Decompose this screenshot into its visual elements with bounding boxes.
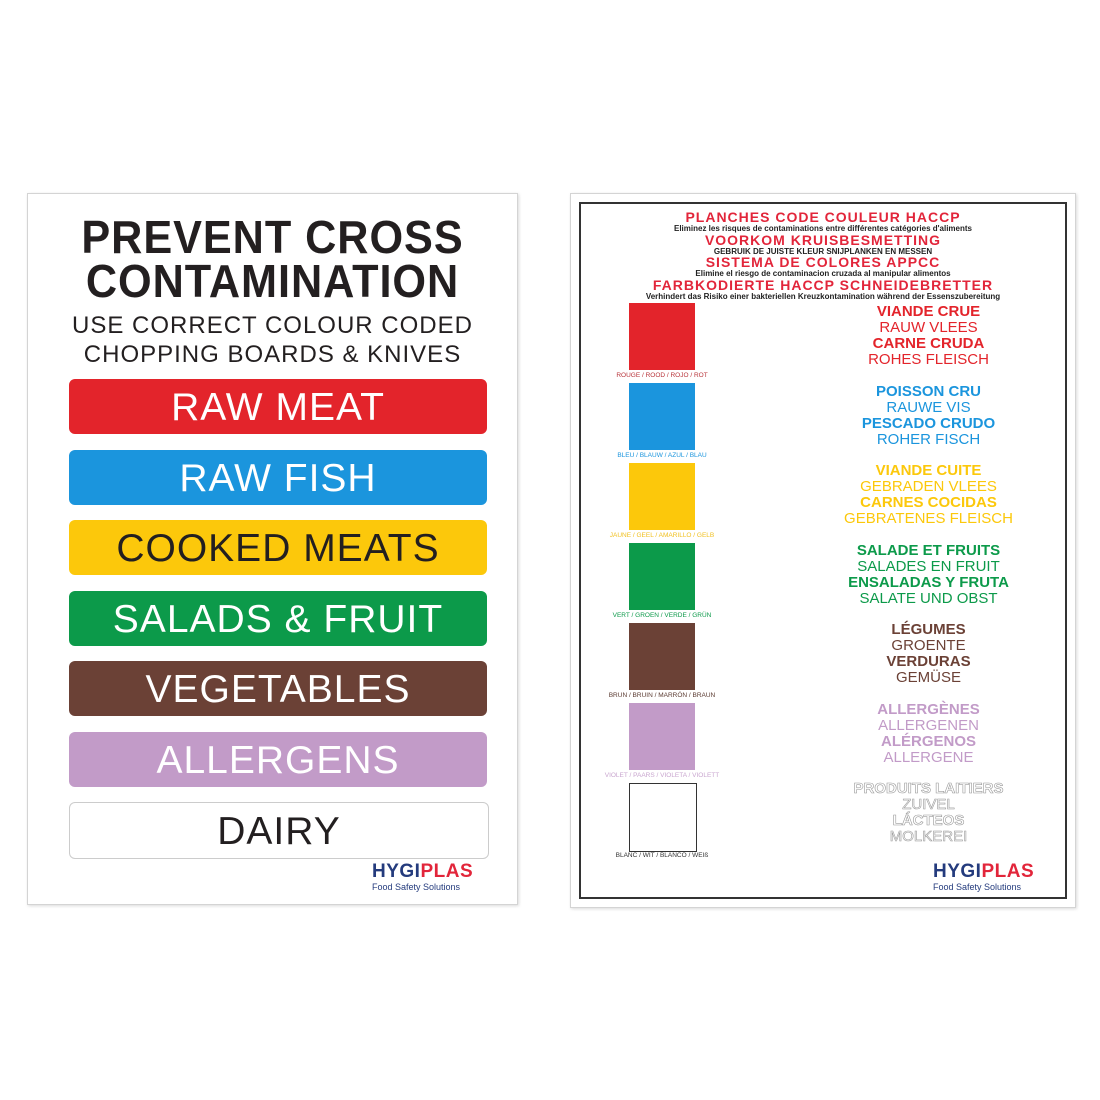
multilingual-poster: PLANCHES CODE COULEUR HACCP Eliminez les …: [570, 193, 1076, 908]
swatch-label-4: BRUN / BRUIN / MARRÓN / BRAUN: [608, 692, 716, 699]
category-name: PESCADO CRUDO: [861, 414, 996, 432]
header-title-3: FARBKODIERTE HACCP SCHNEIDEBRETTER: [652, 276, 994, 293]
colour-swatch-6: [629, 783, 697, 852]
header-title-0: PLANCHES CODE COULEUR HACCP: [685, 209, 961, 225]
colour-swatch-2: [629, 463, 695, 530]
category-group-5: ALLERGÈNES ALLERGENEN ALÉRGENOS ALLERGENE: [796, 700, 1061, 766]
category-name: RAUWE VIS: [886, 398, 971, 416]
poster-frame: [579, 202, 1067, 899]
hygiplas-logo: HYGIPLAS Food Safety Solutions: [372, 861, 474, 893]
swatch-label-0: ROUGE / ROOD / ROJO / ROT: [616, 372, 708, 379]
header-subtitle-1: GEBRUIK DE JUISTE KLEUR SNIJPLANKEN EN M…: [713, 246, 933, 256]
poster-subtitle-line-1: USE CORRECT COLOUR CODED: [72, 312, 473, 339]
swatch-label-6: BLANC / WIT / BLANCO / WEIß: [615, 852, 709, 859]
header-subtitle-2: Elimine el riesgo de contaminacion cruza…: [695, 269, 951, 278]
colour-bar-0: RAW MEAT: [69, 379, 487, 434]
category-name: ZUIVEL: [902, 796, 955, 813]
category-name: ALLERGÈNES: [877, 700, 980, 718]
category-name: VERDURAS: [886, 653, 971, 670]
category-name: ROHER FISCH: [876, 430, 981, 448]
colour-bar-4: VEGETABLES: [69, 661, 487, 716]
colour-swatch-5: [629, 703, 695, 770]
category-name: ENSALADAS Y FRUTA: [848, 573, 1009, 591]
category-name: VIANDE CUITE: [875, 462, 982, 479]
colour-bar-6: DAIRY: [69, 802, 489, 859]
category-group-6: PRODUITS LAITIERS ZUIVEL LÁCTEOS MOLKEREI: [796, 780, 1061, 845]
swatch-label-5: VIOLET / PAARS / VIOLETA / VIOLETT: [604, 772, 720, 779]
header-title-2: SISTEMA DE COLORES APPCC: [705, 254, 941, 270]
category-name: ALLERGENE: [883, 748, 974, 766]
category-name: SALATE UND OBST: [859, 589, 998, 607]
colour-bar-1: RAW FISH: [69, 449, 487, 505]
category-name: POISSON CRU: [875, 382, 981, 400]
category-group-3: SALADE ET FRUITS SALADES EN FRUIT ENSALADA…: [796, 541, 1061, 607]
category-name: SALADES EN FRUIT: [857, 557, 1000, 575]
category-name: LÉGUMES: [891, 621, 966, 638]
category-name: GEMÜSE: [895, 669, 961, 686]
header-subtitle-3: Verhindert das Risiko einer bakteriellen…: [645, 291, 1001, 301]
header-subtitle-0: Eliminez les risques de contaminations e…: [674, 224, 972, 233]
category-group-0: VIANDE CRUE RAUW VLEES CARNE CRUDA ROHES FL…: [796, 304, 1061, 368]
swatch-label-3: VERT / GROEN / VERDE / GRÜN: [612, 612, 712, 619]
colour-swatch-3: [629, 543, 695, 610]
category-name: PRODUITS LAITIERS: [853, 780, 1004, 797]
english-poster: PREVENT CROSS CONTAMINATION USE CORRECT …: [27, 193, 518, 905]
colour-swatch-1: [629, 383, 695, 450]
category-name: GROENTE: [891, 637, 966, 654]
poster-title-line-1: PREVENT CROSS: [81, 211, 464, 263]
category-name: VIANDE CRUE: [876, 303, 981, 320]
category-name: ALÉRGENOS: [880, 732, 976, 750]
category-name: CARNE CRUDA: [872, 335, 985, 352]
category-name: CARNES COCIDAS: [860, 494, 997, 511]
category-name: MOLKEREI: [889, 828, 968, 845]
poster-subtitle-line-2: CHOPPING BOARDS & KNIVES: [83, 341, 462, 368]
category-name: ALLERGENEN: [878, 716, 979, 734]
colour-swatch-0: [629, 303, 695, 370]
category-name: LÁCTEOS: [892, 812, 965, 829]
colour-bar-2: COOKED MEATS: [69, 520, 487, 575]
colour-swatch-4: [629, 623, 695, 690]
colour-bar-5: ALLERGENS: [69, 731, 487, 787]
header-title-1: VOORKOM KRUISBESMETTING: [704, 231, 942, 248]
category-group-2: VIANDE CUITE GEBRADEN VLEES CARNES COCIDAS…: [796, 463, 1061, 527]
colour-bar-3: SALADS & FRUIT: [69, 590, 487, 646]
category-name: ROHES FLEISCH: [868, 351, 989, 368]
category-group-4: LÉGUMES GROENTE VERDURAS GEMÜSE: [796, 622, 1061, 686]
hygiplas-logo: HYGIPLAS Food Safety Solutions: [933, 861, 1035, 893]
category-name: GEBRATENES FLEISCH: [844, 510, 1013, 527]
category-name: SALADE ET FRUITS: [856, 541, 1001, 559]
category-name: RAUW VLEES: [879, 319, 978, 336]
category-name: GEBRADEN VLEES: [860, 478, 997, 495]
poster-title-line-2: CONTAMINATION: [85, 255, 460, 307]
swatch-label-1: BLEU / BLAUW / AZUL / BLAU: [617, 452, 707, 459]
category-group-1: POISSON CRU RAUWE VIS PESCADO CRUDO ROHER F…: [796, 382, 1061, 448]
swatch-label-2: JAUNE / GEEL / AMARILLO / GELB: [609, 532, 715, 539]
